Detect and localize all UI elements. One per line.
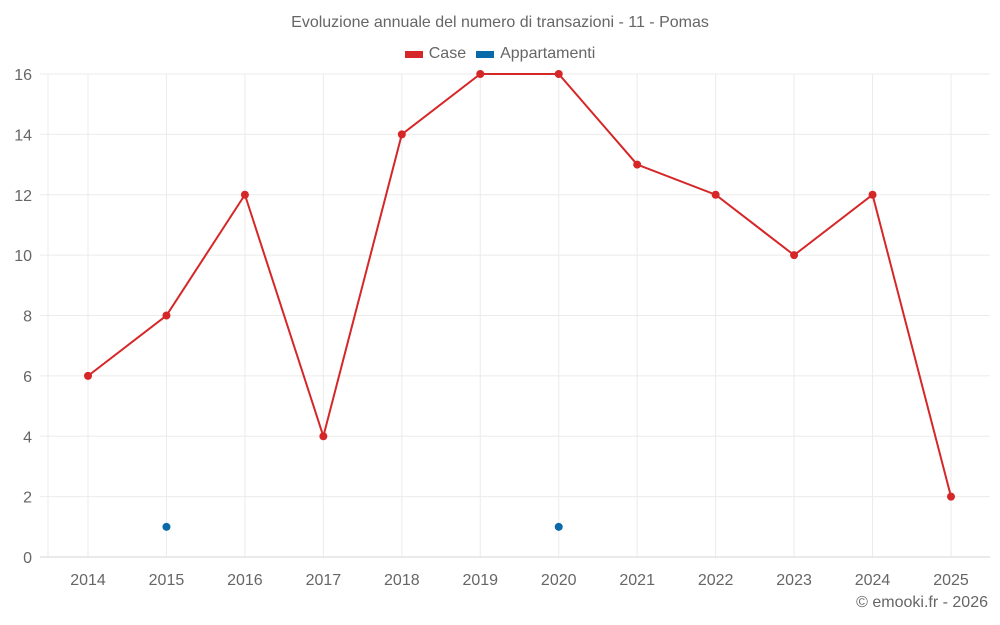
data-point-case[interactable] bbox=[84, 371, 92, 380]
x-tick-label: 2025 bbox=[933, 572, 969, 589]
data-point-appartamenti[interactable] bbox=[554, 522, 563, 531]
x-tick-label: 2015 bbox=[149, 572, 185, 589]
data-point-case[interactable] bbox=[554, 70, 563, 78]
data-point-case[interactable] bbox=[319, 432, 328, 441]
legend-label: Case bbox=[428, 45, 467, 62]
y-tick-label: 4 bbox=[23, 429, 32, 446]
data-point-case[interactable] bbox=[868, 190, 877, 199]
x-tick-label: 2017 bbox=[306, 572, 342, 589]
chart-legend: Case Appartamenti bbox=[0, 45, 1000, 63]
data-point-case[interactable] bbox=[711, 190, 720, 199]
data-point-appartamenti[interactable] bbox=[162, 522, 171, 531]
chart-title: Evoluzione annuale del numero di transaz… bbox=[291, 14, 709, 31]
y-tick-label: 6 bbox=[23, 369, 32, 386]
y-tick-label: 12 bbox=[14, 188, 32, 205]
y-tick-label: 16 bbox=[14, 67, 32, 84]
y-tick-label: 10 bbox=[14, 248, 32, 265]
legend-item-appartamenti[interactable]: Appartamenti bbox=[476, 45, 595, 63]
legend-label: Appartamenti bbox=[500, 45, 596, 62]
legend-item-case[interactable]: Case bbox=[404, 45, 467, 63]
data-point-case[interactable] bbox=[240, 190, 249, 199]
data-point-case[interactable] bbox=[476, 70, 485, 78]
data-point-case[interactable] bbox=[947, 492, 955, 501]
x-tick-label: 2019 bbox=[462, 572, 498, 589]
x-tick-label: 2023 bbox=[776, 572, 812, 589]
x-tick-label: 2016 bbox=[227, 572, 263, 589]
copyright-footer: © emooki.fr - 2026 bbox=[856, 594, 988, 611]
x-tick-label: 2021 bbox=[619, 572, 655, 589]
x-tick-label: 2020 bbox=[541, 572, 577, 589]
data-point-case[interactable] bbox=[397, 130, 406, 139]
legend-swatch-case-icon bbox=[404, 50, 423, 58]
legend-swatch-appartamenti-icon bbox=[476, 50, 495, 58]
y-tick-label: 8 bbox=[23, 309, 32, 326]
y-tick-label: 14 bbox=[14, 127, 32, 144]
x-tick-label: 2014 bbox=[70, 572, 106, 589]
data-point-case[interactable] bbox=[790, 251, 799, 260]
y-tick-label: 0 bbox=[23, 550, 32, 567]
data-point-case[interactable] bbox=[162, 311, 171, 320]
x-tick-label: 2024 bbox=[855, 572, 891, 589]
y-tick-label: 2 bbox=[23, 490, 32, 507]
x-tick-label: 2018 bbox=[384, 572, 420, 589]
series-line-case bbox=[87, 73, 952, 497]
data-point-case[interactable] bbox=[633, 160, 642, 169]
x-tick-label: 2022 bbox=[698, 572, 734, 589]
